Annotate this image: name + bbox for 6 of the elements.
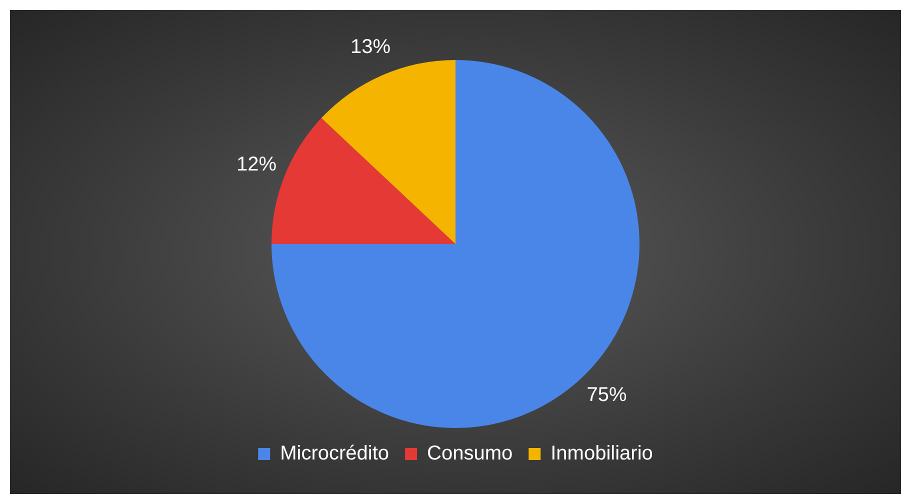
legend-label: Consumo [427,442,513,465]
legend-label: Inmobiliario [550,442,653,465]
data-label: 12% [236,154,277,176]
data-label: 75% [586,384,628,406]
data-label: 13% [350,36,391,58]
legend-label: Microcrédito [280,442,390,465]
